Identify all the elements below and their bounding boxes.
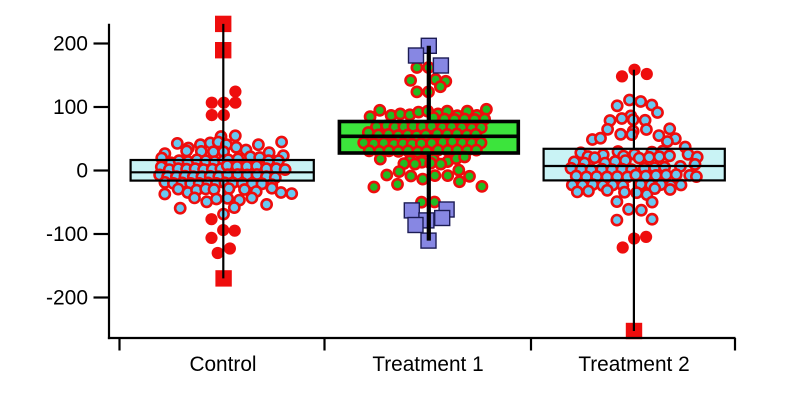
svg-text:100: 100 <box>53 96 88 119</box>
svg-text:Control: Control <box>189 353 256 376</box>
svg-text:Treatment 2: Treatment 2 <box>578 353 689 376</box>
svg-text:Treatment 1: Treatment 1 <box>372 353 483 376</box>
svg-text:-100: -100 <box>46 223 88 246</box>
svg-text:0: 0 <box>76 160 88 183</box>
svg-text:200: 200 <box>53 33 88 56</box>
svg-text:-200: -200 <box>46 287 88 310</box>
